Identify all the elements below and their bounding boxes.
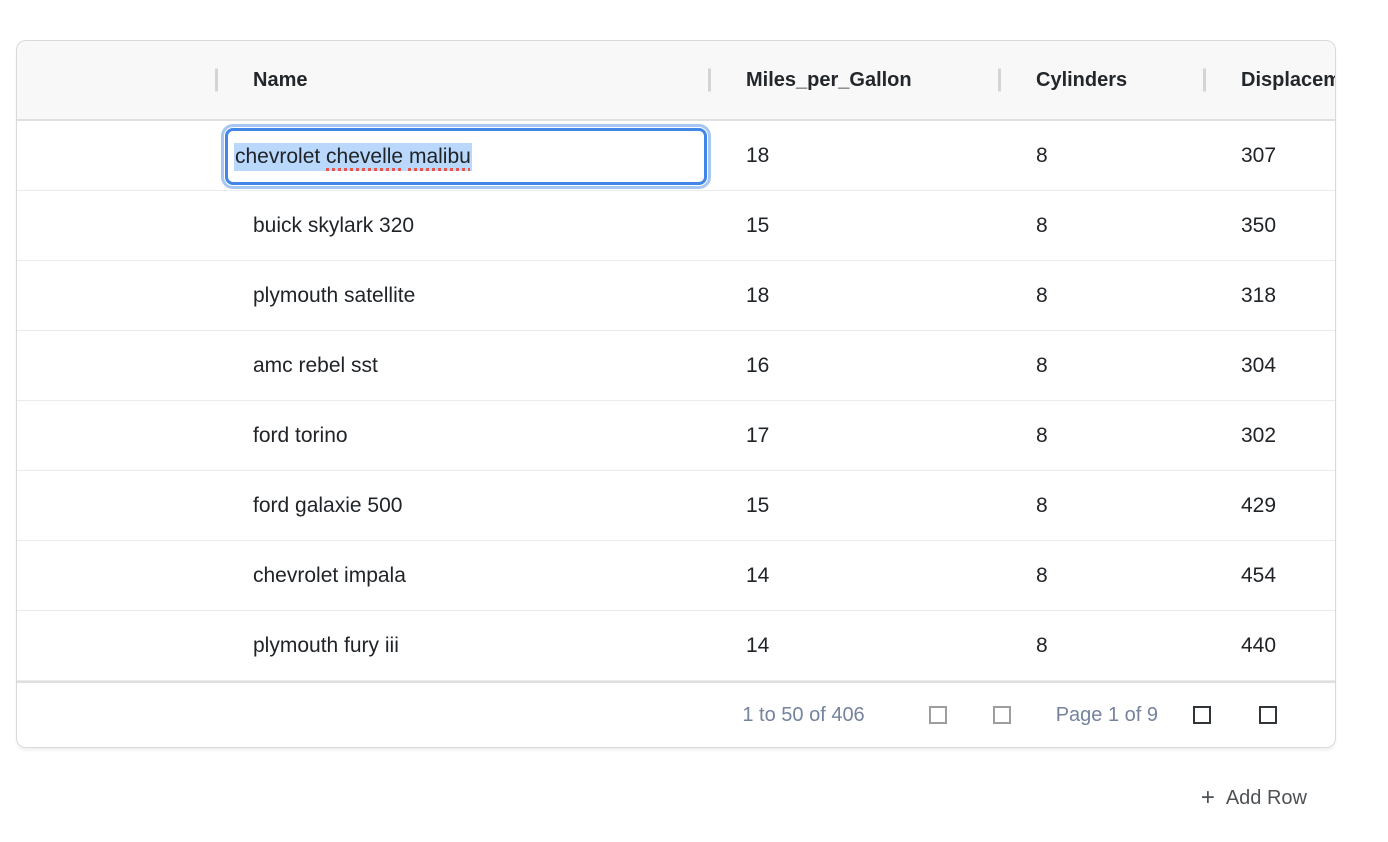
- cell-drag[interactable]: [17, 261, 215, 330]
- add-row-button[interactable]: + Add Row: [1199, 782, 1309, 814]
- next-page-icon: [1193, 706, 1211, 724]
- first-page-icon: [928, 706, 947, 724]
- cell-displacement[interactable]: 307: [1241, 143, 1277, 167]
- table-row: buick skylark 320 15 8 350: [17, 191, 1335, 261]
- column-header-displacement[interactable]: Displacement: [1203, 41, 1335, 119]
- editor-word-misspelled: malibu: [408, 144, 471, 168]
- cell-mpg[interactable]: 15: [746, 213, 770, 237]
- cell-mpg[interactable]: 15: [746, 493, 770, 517]
- cell-displacement[interactable]: 440: [1241, 633, 1277, 657]
- column-header-drag: [17, 41, 215, 119]
- plus-icon: +: [1200, 784, 1215, 811]
- data-grid: Name Miles_per_Gallon Cylinders Displace…: [16, 40, 1336, 748]
- previous-page-button[interactable]: [992, 706, 1011, 724]
- cell-mpg[interactable]: 14: [746, 563, 770, 587]
- cell-displacement[interactable]: 302: [1241, 423, 1277, 447]
- cell-displacement[interactable]: 429: [1241, 493, 1277, 517]
- cell-drag[interactable]: [17, 541, 215, 610]
- cell-name[interactable]: plymouth satellite: [253, 283, 416, 307]
- cell-name[interactable]: amc rebel sst: [253, 353, 378, 377]
- cell-mpg[interactable]: 16: [746, 353, 770, 377]
- cell-cylinders[interactable]: 8: [1036, 143, 1048, 167]
- cell-cylinders[interactable]: 8: [1036, 283, 1048, 307]
- editor-word-misspelled: chevelle: [326, 144, 404, 168]
- cell-mpg[interactable]: 18: [746, 283, 770, 307]
- last-page-button[interactable]: [1259, 706, 1277, 724]
- column-resize-handle[interactable]: [215, 68, 218, 92]
- table-row: ford torino 17 8 302: [17, 401, 1335, 471]
- column-header-cylinders[interactable]: Cylinders: [998, 41, 1203, 119]
- selected-text: chevrolet chevelle malibu: [234, 142, 472, 171]
- row-range-summary: 1 to 50 of 406: [742, 703, 865, 726]
- cell-name[interactable]: ford torino: [253, 423, 348, 447]
- column-header-label: Name: [253, 68, 308, 91]
- cell-name[interactable]: chevrolet chevelle malibu: [215, 121, 711, 190]
- table-row: plymouth satellite 18 8 318: [17, 261, 1335, 331]
- next-page-button[interactable]: [1193, 706, 1211, 724]
- column-header-name[interactable]: Name: [215, 41, 708, 119]
- table-row: ford galaxie 500 15 8 429: [17, 471, 1335, 541]
- cell-name[interactable]: ford galaxie 500: [253, 493, 403, 517]
- cell-name[interactable]: buick skylark 320: [253, 213, 415, 237]
- cell-drag[interactable]: [17, 331, 215, 400]
- cell-drag[interactable]: [17, 121, 215, 190]
- column-header-label: Displacement: [1241, 68, 1335, 91]
- table-row: amc rebel sst 16 8 304: [17, 331, 1335, 401]
- cell-drag[interactable]: [17, 191, 215, 260]
- editor-word: chevrolet: [235, 144, 327, 168]
- previous-page-icon: [992, 706, 1011, 724]
- column-resize-handle[interactable]: [998, 68, 1001, 92]
- column-resize-handle[interactable]: [708, 68, 711, 92]
- cell-drag[interactable]: [17, 401, 215, 470]
- column-resize-handle[interactable]: [1203, 68, 1206, 92]
- cell-cylinders[interactable]: 8: [1036, 423, 1048, 447]
- table-row: chevrolet chevelle malibu 18 8 307: [17, 121, 1335, 191]
- cell-editor-input[interactable]: chevrolet chevelle malibu: [221, 124, 711, 189]
- table-row: plymouth fury iii 14 8 440: [17, 611, 1335, 681]
- column-header-label: Cylinders: [1036, 68, 1128, 91]
- cell-name[interactable]: chevrolet impala: [253, 563, 406, 587]
- cell-cylinders[interactable]: 8: [1036, 633, 1048, 657]
- column-header-label: Miles_per_Gallon: [746, 68, 912, 91]
- cell-cylinders[interactable]: 8: [1036, 563, 1048, 587]
- cell-displacement[interactable]: 350: [1241, 213, 1277, 237]
- cell-cylinders[interactable]: 8: [1036, 353, 1048, 377]
- header-row: Name Miles_per_Gallon Cylinders Displace…: [17, 41, 1335, 121]
- column-header-miles-per-gallon[interactable]: Miles_per_Gallon: [708, 41, 998, 119]
- cell-displacement[interactable]: 318: [1241, 283, 1277, 307]
- cell-mpg[interactable]: 17: [746, 423, 770, 447]
- cell-cylinders[interactable]: 8: [1036, 493, 1048, 517]
- cell-name[interactable]: plymouth fury iii: [253, 633, 399, 657]
- table-row: chevrolet impala 14 8 454: [17, 541, 1335, 611]
- add-row-label: Add Row: [1225, 786, 1307, 809]
- cell-mpg[interactable]: 18: [746, 143, 770, 167]
- cell-displacement[interactable]: 454: [1241, 563, 1277, 587]
- cell-drag[interactable]: [17, 611, 215, 680]
- pagination-bar: 1 to 50 of 406 Page 1 of 9: [17, 681, 1335, 747]
- page-indicator: Page 1 of 9: [1055, 703, 1158, 726]
- cell-displacement[interactable]: 304: [1241, 353, 1277, 377]
- cell-mpg[interactable]: 14: [746, 633, 770, 657]
- cell-cylinders[interactable]: 8: [1036, 213, 1048, 237]
- cell-drag[interactable]: [17, 471, 215, 540]
- last-page-icon: [1259, 706, 1277, 724]
- first-page-button[interactable]: [928, 706, 947, 724]
